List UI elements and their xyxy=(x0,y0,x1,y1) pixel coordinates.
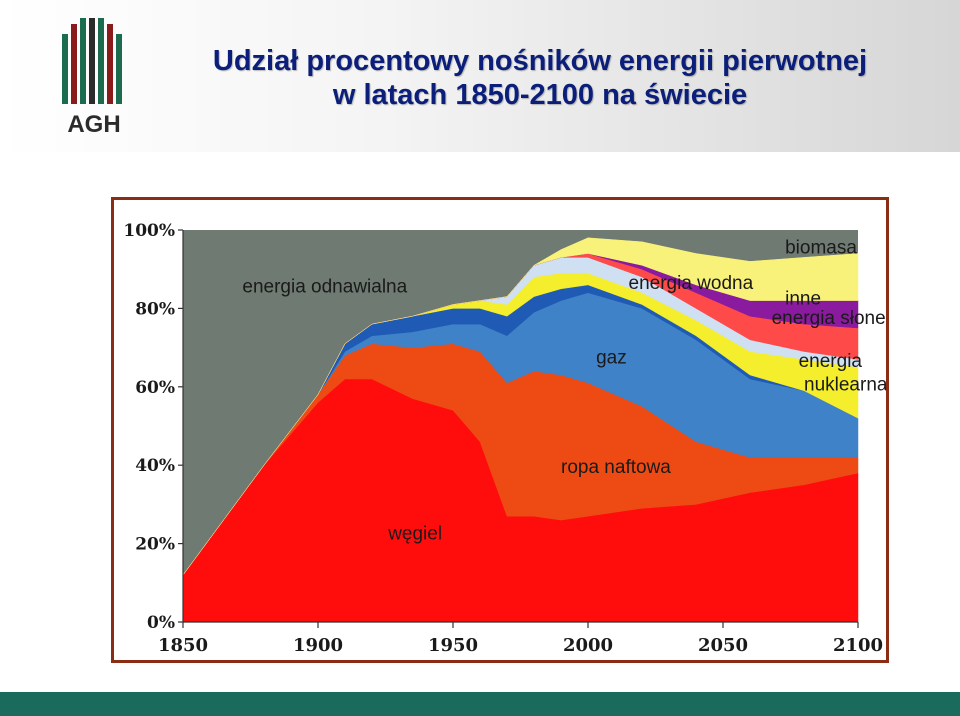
y-tick-label: 20% xyxy=(135,535,175,555)
y-tick-label: 40% xyxy=(135,456,175,476)
area-biomass xyxy=(182,237,859,576)
footer-bar xyxy=(0,692,960,716)
energy-share-chart: 0% 20% 40% 60% 80% 100% 1850 1900 1950 2000 2050 21… xyxy=(123,221,886,656)
slide-title: Udział procentowy nośników energii pierw… xyxy=(150,44,930,112)
agh-logo-text: AGH xyxy=(67,111,120,136)
chart-frame: 0% 20% 40% 60% 80% 100% 1850 1900 1950 2000 2050 21… xyxy=(111,197,889,663)
x-tick-label: 2000 xyxy=(563,635,613,656)
series-annotation: węgiel xyxy=(387,524,442,545)
x-tick-label: 1950 xyxy=(428,635,478,656)
title-line-1: Udział procentowy nośników energii pierw… xyxy=(212,45,868,77)
y-tick-label: 80% xyxy=(135,299,175,319)
annotation-layer: energia odnawialna energia wodna biomasa in… xyxy=(242,238,886,545)
y-tick-label: 60% xyxy=(135,378,175,398)
y-tick-label: 100% xyxy=(123,221,175,241)
y-tick-label: 0% xyxy=(147,613,175,633)
agh-logo: AGH xyxy=(62,18,122,136)
series-annotation: biomasa xyxy=(785,238,857,259)
series-annotation: energia słoneczna xyxy=(772,308,886,329)
series-annotation: energia xyxy=(799,351,863,372)
series-annotation: ropa naftowa xyxy=(561,457,671,478)
series-annotation: nuklearna xyxy=(804,375,886,396)
series-annotation: energia wodna xyxy=(629,273,754,294)
slide-header: AGH Udział procentowy nośników energii p… xyxy=(0,0,960,152)
x-tick-label: 2050 xyxy=(698,635,748,656)
x-tick-label: 1850 xyxy=(158,635,208,656)
series-annotation: inne xyxy=(785,288,821,309)
x-tick-label: 2100 xyxy=(833,635,883,656)
x-tick-label: 1900 xyxy=(293,635,343,656)
series-annotation: energia odnawialna xyxy=(242,277,407,298)
axis-layer: 0% 20% 40% 60% 80% 100% 1850 1900 1950 2000 2050 21… xyxy=(123,221,883,656)
area-series-layer xyxy=(182,237,859,623)
title-line-2: w latach 1850-2100 na świecie xyxy=(332,79,748,111)
series-annotation: gaz xyxy=(596,347,627,368)
